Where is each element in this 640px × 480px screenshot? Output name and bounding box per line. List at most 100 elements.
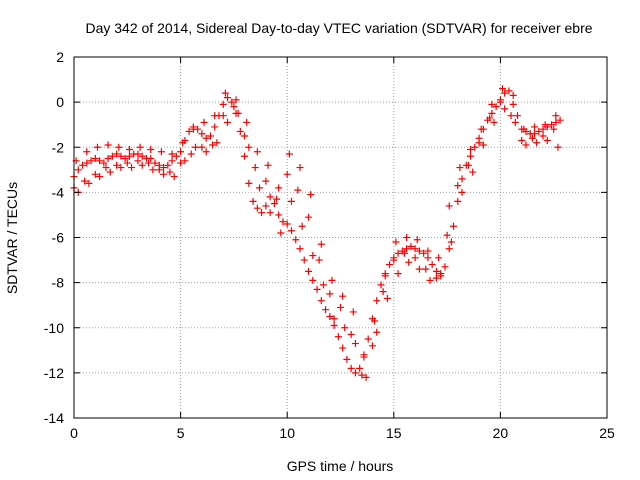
data-point [422,265,430,273]
data-point [479,141,487,149]
data-point [541,121,549,129]
data-point [509,91,517,99]
data-point [317,240,325,248]
data-point [187,150,195,158]
data-point [245,179,253,187]
data-point [307,191,315,199]
data-point [522,141,530,149]
data-point [356,364,364,372]
data-point [117,164,125,172]
data-point [96,173,104,181]
data-point [309,276,317,284]
data-point [467,146,475,154]
data-point [328,276,336,284]
data-point [305,267,313,275]
data-point [313,285,321,293]
data-point [87,157,95,165]
x-axis-label: GPS time / hours [287,458,394,474]
data-point [115,143,123,151]
data-point [543,136,551,144]
data-point [309,252,317,260]
data-point [198,130,206,138]
data-point [539,125,547,133]
data-point [432,267,440,275]
data-point [420,249,428,257]
data-point [258,209,266,217]
data-point [464,161,472,169]
data-point [413,236,421,244]
data-point [241,132,249,140]
data-point [157,148,165,156]
data-point [317,297,325,305]
data-point [552,112,560,120]
data-point [360,353,368,361]
y-tick-label: -10 [44,320,64,336]
data-point [249,197,257,205]
data-point [443,231,451,239]
data-point [211,112,219,120]
data-point [202,134,210,142]
data-point [117,152,125,160]
data-point [424,254,432,262]
data-point [91,170,99,178]
data-point [160,170,168,178]
data-point [230,103,238,111]
data-point [386,261,394,269]
data-point [351,340,359,348]
data-point [198,143,206,151]
x-tick-label: 0 [70,425,78,441]
axis-ticks: 0 5 10 15 20 25 -14 -12 -10 -8 -6 -4 -2 0 2 [44,49,615,441]
data-point [441,263,449,271]
data-point [454,182,462,190]
data-point [189,125,197,133]
data-point [415,247,423,255]
data-point [475,139,483,147]
data-point [488,109,496,117]
data-point [471,143,479,151]
data-point [192,143,200,151]
data-point [339,344,347,352]
data-point [456,164,464,172]
data-point [407,243,415,251]
data-point [501,89,509,97]
data-point [351,369,359,377]
y-tick-label: -8 [52,275,65,291]
data-point [287,227,295,235]
data-point [513,112,521,120]
data-point [121,155,129,163]
data-point [262,202,270,210]
data-point [275,211,283,219]
data-point [458,175,466,183]
chart-title: Day 342 of 2014, Sidereal Day-to-day VTE… [85,20,592,36]
data-point [554,143,562,151]
data-point [266,209,274,217]
data-point [390,256,398,264]
data-point [81,177,89,185]
data-point [245,143,253,151]
data-point [403,245,411,253]
data-point [108,152,116,160]
data-point [343,355,351,363]
data-point [449,222,457,230]
data-point [298,222,306,230]
data-point [168,150,176,158]
data-point [424,247,432,255]
data-point [403,234,411,241]
data-point [337,303,344,311]
data-point [277,229,285,237]
data-point [125,152,133,160]
data-point [232,96,240,104]
data-point [85,179,93,187]
data-point [228,98,236,106]
data-point [505,87,513,95]
data-point [177,148,185,156]
data-point [283,170,291,178]
data-point [319,281,327,289]
data-point [151,159,159,167]
data-point [490,118,498,126]
data-point [339,292,347,300]
data-point [236,127,244,135]
data-point [392,238,400,246]
